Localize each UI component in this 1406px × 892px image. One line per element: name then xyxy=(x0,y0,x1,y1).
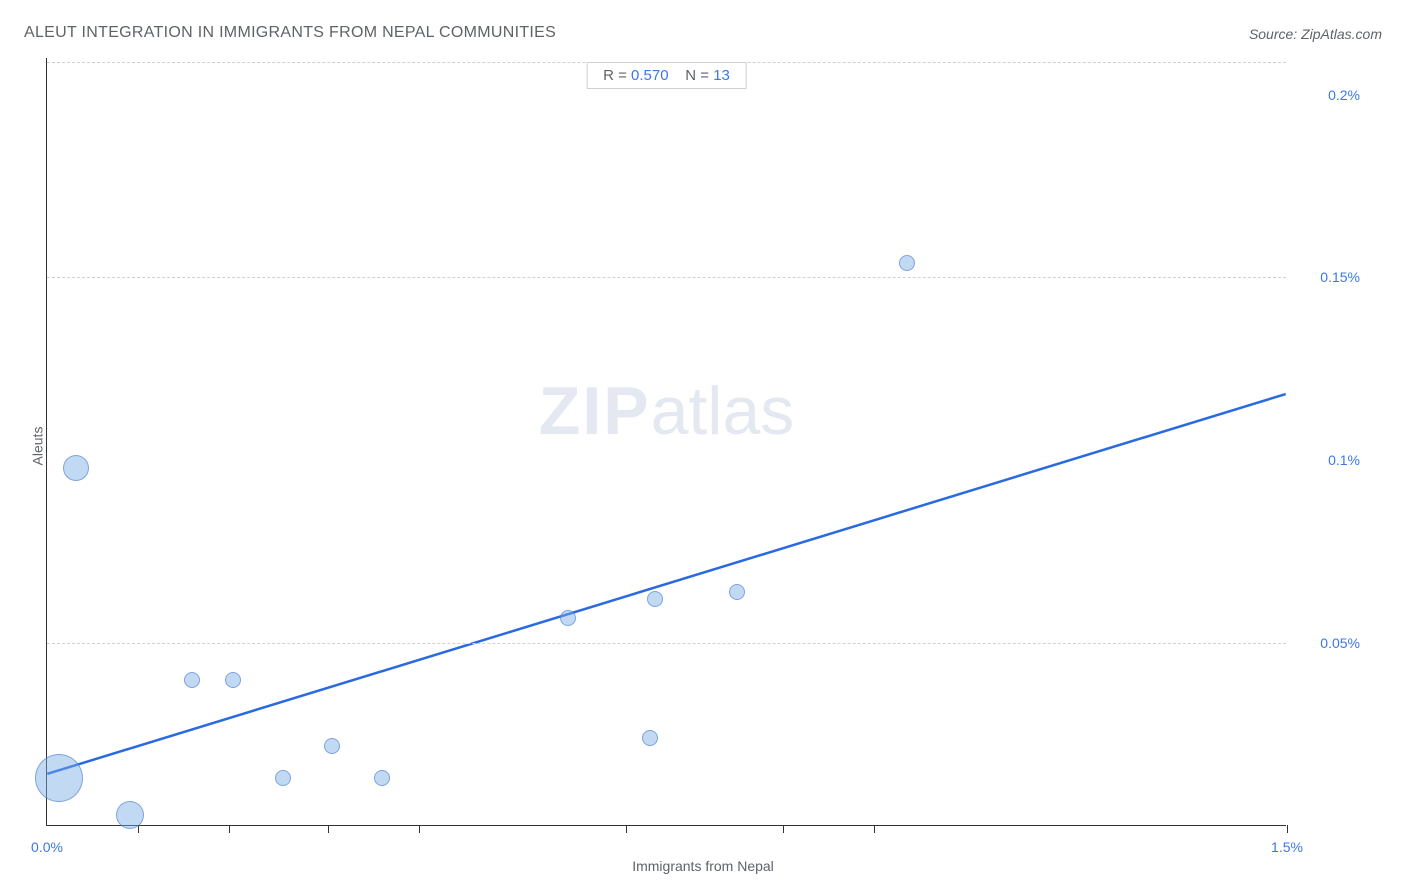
x-tick xyxy=(328,825,329,833)
data-point xyxy=(729,584,745,600)
plot-area: ZIPatlas R = 0.570 N = 13 0.05%0.1%0.15%… xyxy=(46,58,1286,826)
watermark: ZIPatlas xyxy=(539,372,794,450)
y-axis-label: Aleuts xyxy=(29,427,45,466)
chart-container: ALEUT INTEGRATION IN IMMIGRANTS FROM NEP… xyxy=(0,0,1406,892)
y-tick-label: 0.15% xyxy=(1320,269,1360,285)
source-attribution: Source: ZipAtlas.com xyxy=(1249,26,1382,42)
data-point xyxy=(647,591,663,607)
gridline xyxy=(47,643,1286,644)
x-tick-label: 1.5% xyxy=(1271,839,1303,855)
data-point xyxy=(35,754,83,802)
data-point xyxy=(642,730,658,746)
x-axis-label: Immigrants from Nepal xyxy=(632,858,774,874)
watermark-bold: ZIP xyxy=(539,373,651,449)
data-point xyxy=(63,455,89,481)
x-tick xyxy=(626,825,627,833)
x-tick xyxy=(1287,825,1288,833)
x-tick xyxy=(419,825,420,833)
r-value: 0.570 xyxy=(631,67,669,84)
data-point xyxy=(560,610,576,626)
data-point xyxy=(275,770,291,786)
y-tick-label: 0.2% xyxy=(1328,87,1360,103)
n-value: 13 xyxy=(713,67,730,84)
gridline xyxy=(47,277,1286,278)
x-tick xyxy=(783,825,784,833)
n-label: N = xyxy=(685,67,713,84)
data-point xyxy=(899,255,915,271)
data-point xyxy=(225,672,241,688)
y-tick-label: 0.05% xyxy=(1320,635,1360,651)
x-tick-label: 0.0% xyxy=(31,839,63,855)
gridline xyxy=(47,62,1286,63)
watermark-rest: atlas xyxy=(651,373,795,449)
data-point xyxy=(374,770,390,786)
data-point xyxy=(116,801,144,829)
chart-title: ALEUT INTEGRATION IN IMMIGRANTS FROM NEP… xyxy=(24,24,556,42)
r-label: R = xyxy=(603,67,631,84)
data-point xyxy=(184,672,200,688)
trend-line xyxy=(47,58,1286,825)
x-tick xyxy=(229,825,230,833)
y-tick-label: 0.1% xyxy=(1328,452,1360,468)
x-tick xyxy=(874,825,875,833)
data-point xyxy=(324,738,340,754)
stats-box: R = 0.570 N = 13 xyxy=(586,62,747,89)
